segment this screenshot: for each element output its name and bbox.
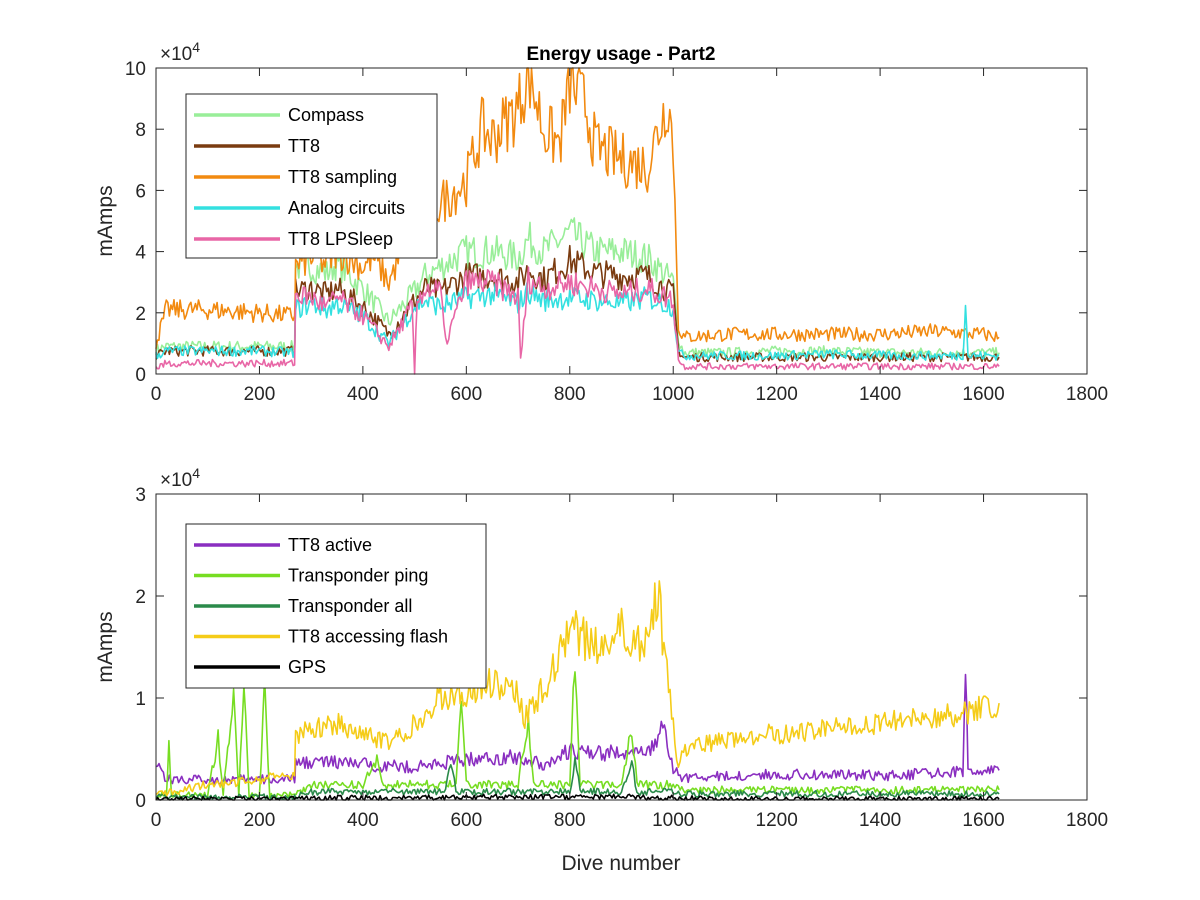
legend: Compass TT8 TT8 sampling Analog circuits TT8…	[185, 93, 438, 259]
legend-label: Compass	[288, 105, 364, 125]
x-tick-label: 1800	[1066, 384, 1108, 405]
x-tick-label: 1400	[859, 384, 901, 405]
y-tick-label: 10	[125, 59, 146, 80]
x-tick-label: 1600	[962, 384, 1004, 405]
x-tick-label: 1400	[859, 810, 901, 831]
y-tick-label: 0	[135, 791, 146, 812]
y-tick-label: 2	[135, 587, 146, 608]
legend: TT8 active Transponder ping Transponder al…	[185, 523, 487, 689]
y-tick-label: 8	[135, 120, 146, 141]
x-tick-label: 0	[151, 810, 162, 831]
x-tick-label: 1800	[1066, 810, 1108, 831]
x-tick-label: 600	[450, 384, 482, 405]
chart-title: Energy usage - Part2	[526, 44, 715, 65]
x-tick-label: 1000	[652, 810, 694, 831]
top-axes: Energy usage - Part2 0 200 400 600 800 1000 12…	[94, 39, 1108, 405]
legend-label: TT8 accessing flash	[288, 627, 448, 647]
series-line-gps	[155, 793, 1000, 801]
legend-label: TT8	[288, 136, 320, 156]
series-line-tt8-lpsleep	[155, 266, 1000, 375]
x-tick-label: 800	[554, 384, 586, 405]
y-exponent-label: ×104	[160, 465, 200, 491]
x-tick-label: 200	[244, 810, 276, 831]
x-tick-label: 400	[347, 810, 379, 831]
x-tick-label: 600	[450, 810, 482, 831]
x-axis-label: Dive number	[561, 852, 680, 875]
y-tick-label: 1	[135, 689, 146, 710]
series-line-transponder-ping	[155, 671, 1000, 799]
y-tick-label: 0	[135, 365, 146, 386]
y-axis-label: mAmps	[94, 611, 117, 682]
series-group	[155, 580, 1000, 801]
y-tick-label: 6	[135, 181, 146, 202]
y-exponent-label: ×104	[160, 39, 200, 65]
legend-label: TT8 sampling	[288, 167, 397, 187]
legend-label: TT8 active	[288, 535, 372, 555]
legend-label: Transponder all	[288, 596, 412, 616]
x-tick-label: 1200	[756, 384, 798, 405]
legend-label: GPS	[288, 657, 326, 677]
x-tick-label: 1200	[756, 810, 798, 831]
x-tick-label: 400	[347, 384, 379, 405]
series-line-tt8-accessing-flash	[155, 580, 1000, 797]
y-tick-label: 2	[135, 304, 146, 325]
axes-box	[155, 67, 1088, 375]
legend-label: Analog circuits	[288, 198, 405, 218]
x-tick-label: 800	[554, 810, 586, 831]
y-tick-label: 3	[135, 485, 146, 506]
x-tick-label: 1600	[962, 810, 1004, 831]
bottom-axes: Dive number 0 200 400 600 800 1000 1200 1400 160…	[94, 465, 1108, 875]
axes-box	[155, 493, 1088, 801]
y-axis-label: mAmps	[94, 185, 117, 256]
x-tick-label: 0	[151, 384, 162, 405]
x-tick-label: 1000	[652, 384, 694, 405]
y-tick-label: 4	[135, 243, 146, 264]
series-line-tt8-active	[155, 673, 1000, 786]
legend-label: Transponder ping	[288, 566, 428, 586]
legend-label: TT8 LPSleep	[288, 229, 393, 249]
x-tick-label: 200	[244, 384, 276, 405]
